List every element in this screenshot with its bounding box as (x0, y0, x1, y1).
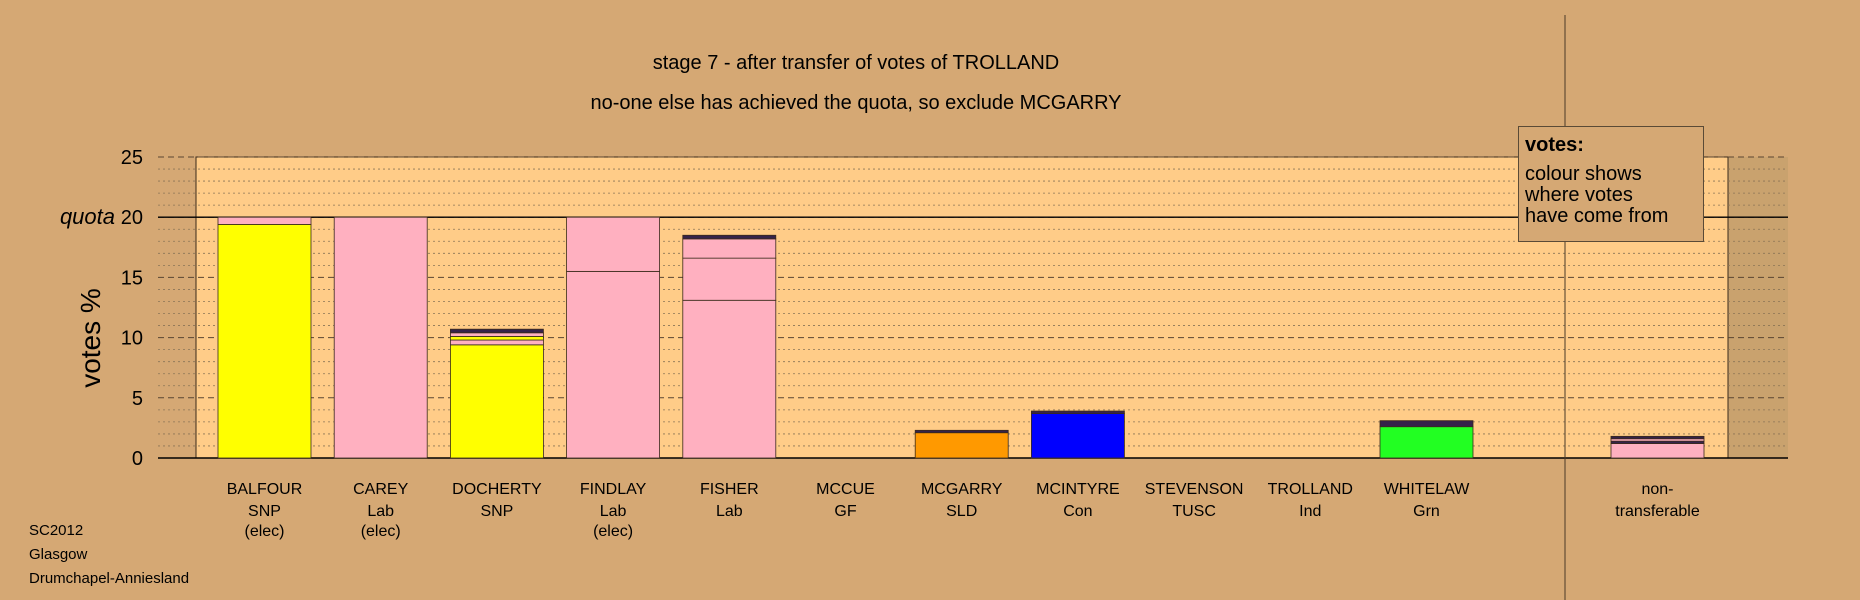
candidate-elected-label: (elec) (361, 523, 401, 540)
candidate-name-label: CAREY (353, 481, 408, 498)
candidate-name-label: FISHER (700, 481, 759, 498)
bar-findlay-segment (566, 270, 660, 459)
footer-ward: Drumchapel-Anniesland (29, 570, 190, 587)
bar-balfour-segment (217, 224, 312, 459)
bar-docherty-segment (449, 344, 544, 459)
candidate-party-label: GF (834, 503, 856, 520)
bar-docherty-segment (449, 328, 544, 334)
bar-mcgarry-segment (914, 432, 1009, 459)
candidate-name-label: DOCHERTY (452, 481, 542, 498)
non-transferable-label: transferable (1615, 503, 1700, 520)
candidate-name-label: WHITELAW (1384, 481, 1471, 498)
y-tick-label: 0 (132, 448, 143, 470)
y-tick-label: 10 (121, 328, 143, 350)
bar-whitelaw-segment (1379, 426, 1474, 459)
bar-non-transferable-segment (1610, 435, 1705, 440)
candidate-party-label: SNP (480, 503, 513, 520)
y-tick-label: 25 (121, 147, 143, 169)
legend-title: votes: (1525, 134, 1584, 156)
candidate-party-label: Ind (1299, 503, 1321, 520)
bar-docherty-segment (449, 332, 544, 337)
candidate-name-label: MCCUE (816, 481, 875, 498)
bar-mcgarry-segment (914, 429, 1009, 434)
candidate-name-label: STEVENSON (1145, 481, 1244, 498)
bar-docherty-segment (449, 335, 544, 341)
y-axis-label: votes % (75, 288, 106, 388)
candidate-party-label: Con (1063, 503, 1092, 520)
candidate-elected-label: (elec) (244, 523, 284, 540)
bar-fisher-segment (682, 257, 777, 301)
y-tick-label: 15 (121, 267, 143, 289)
footer-council: Glasgow (29, 546, 88, 563)
non-transferable-label: non- (1641, 481, 1673, 498)
legend-body: colour shows where votes have come from (1525, 163, 1669, 227)
candidate-elected-label: (elec) (593, 523, 633, 540)
bar-whitelaw-segment (1379, 420, 1474, 428)
bar-non-transferable-segment (1610, 443, 1705, 459)
chart-subtitle: no-one else has achieved the quota, so e… (590, 92, 1122, 114)
bar-docherty-segment (449, 339, 544, 346)
bar-findlay-segment (566, 216, 660, 272)
bar-fisher-segment (682, 299, 777, 459)
y-tick-label: 5 (132, 388, 143, 410)
candidate-name-label: MCINTYRE (1036, 481, 1120, 498)
bar-fisher-segment (682, 238, 777, 259)
candidate-name-label: FINDLAY (580, 481, 647, 498)
candidate-name-label: TROLLAND (1268, 481, 1353, 498)
bar-mcintyre-segment (1031, 410, 1125, 414)
footer-election: SC2012 (29, 522, 84, 539)
chart-title: stage 7 - after transfer of votes of TRO… (652, 52, 1060, 74)
bar-mcintyre-segment (1031, 413, 1125, 459)
candidate-party-label: SLD (946, 503, 977, 520)
legend-box: votes: colour shows where votes have com… (1518, 126, 1704, 242)
y-tick-label: 20 (121, 207, 143, 229)
candidate-party-label: Lab (716, 503, 743, 520)
candidate-party-label: Grn (1413, 503, 1440, 520)
quota-label: quota (60, 204, 115, 229)
candidate-party-label: Lab (600, 503, 627, 520)
candidate-party-label: Lab (367, 503, 394, 520)
bar-fisher-segment (682, 234, 777, 240)
candidate-name-label: BALFOUR (227, 481, 303, 498)
bar-carey-segment (333, 216, 428, 459)
candidate-name-label: MCGARRY (921, 481, 1003, 498)
right-margin-shade (1728, 157, 1788, 458)
candidate-party-label: TUSC (1172, 503, 1216, 520)
bar-balfour-segment (217, 216, 312, 225)
candidate-party-label: SNP (248, 503, 281, 520)
